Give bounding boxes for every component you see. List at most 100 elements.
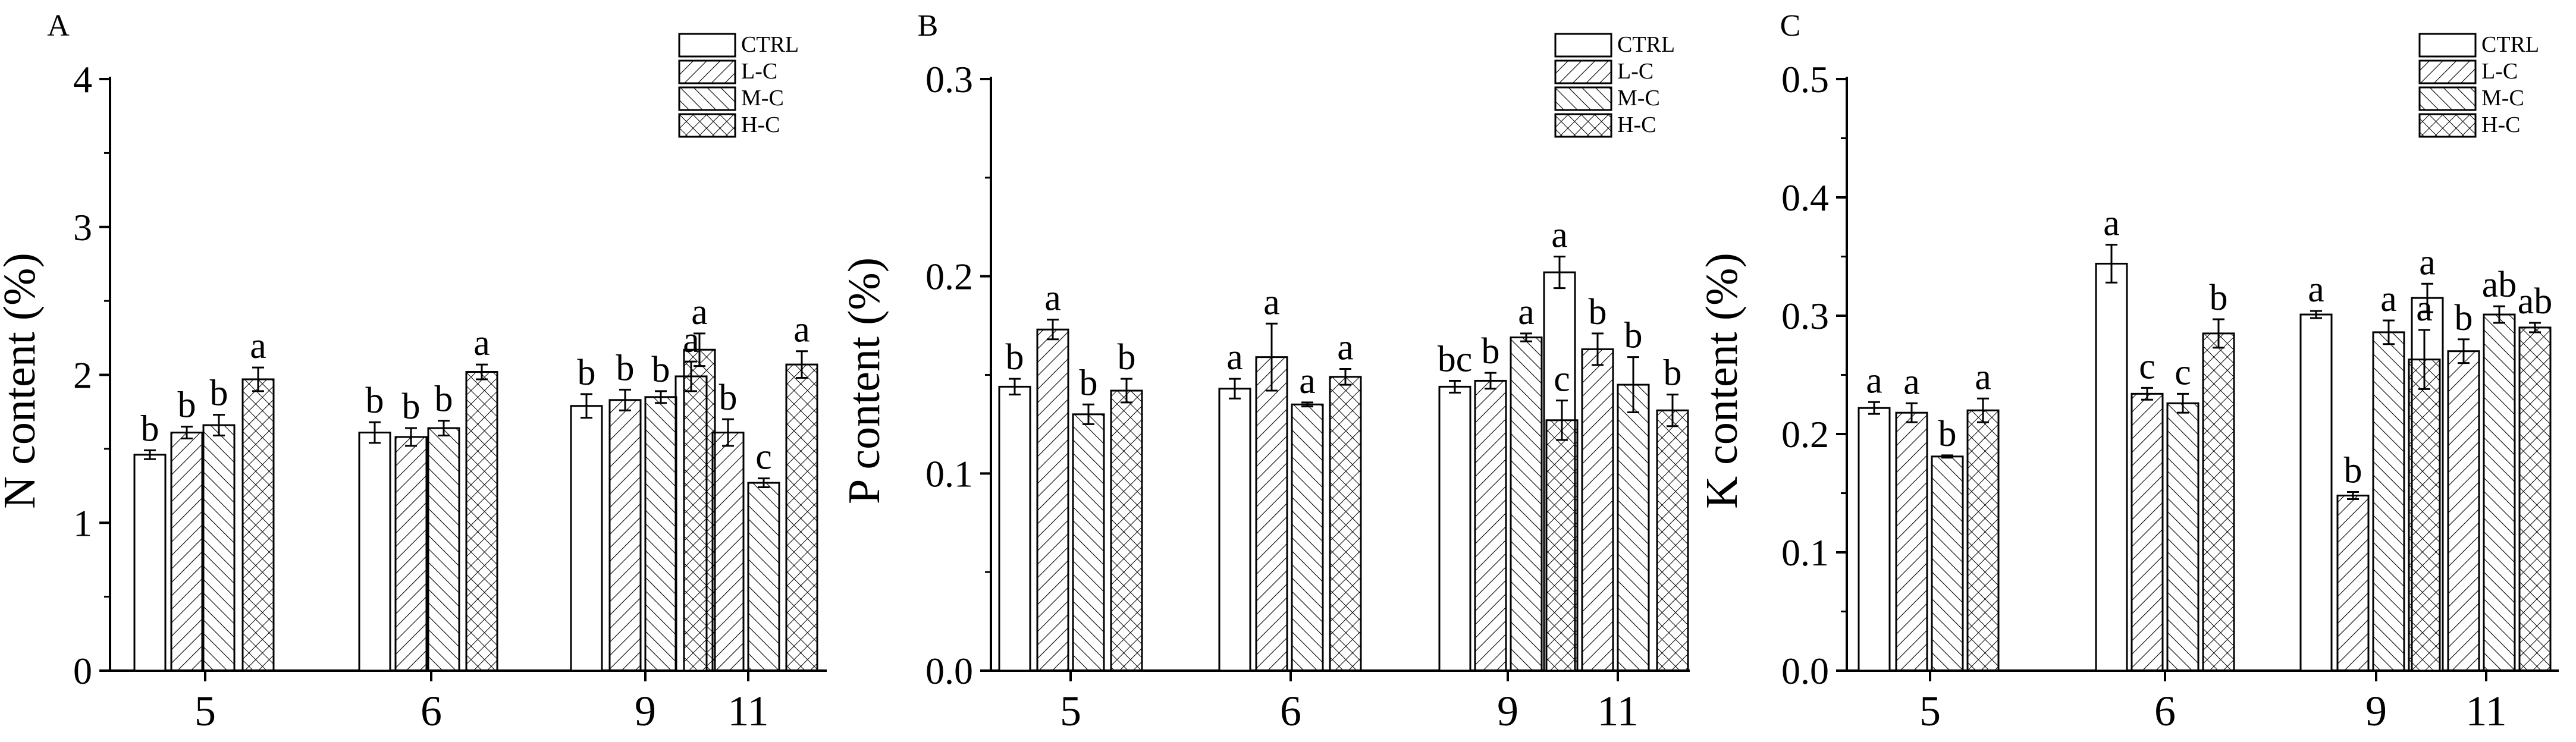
x-tick-label: 11 xyxy=(2465,687,2506,735)
bar-ctrl xyxy=(133,454,167,672)
x-tick-label: 9 xyxy=(2365,687,2387,735)
bar-h-c xyxy=(1329,376,1362,672)
significance-letter: b xyxy=(719,378,738,418)
significance-letter: b xyxy=(1118,337,1136,378)
panel-label: A xyxy=(47,9,70,43)
y-tick-label: 0.1 xyxy=(925,452,973,495)
significance-letter: b xyxy=(2210,278,2228,318)
significance-letter: b xyxy=(141,408,159,449)
significance-letter: a xyxy=(473,323,490,363)
bar-h-c xyxy=(465,371,498,672)
x-tick-label: 5 xyxy=(194,687,216,735)
significance-letter: b xyxy=(402,386,421,427)
legend-swatch-h-c xyxy=(678,113,736,138)
y-tick-label: 1 xyxy=(73,502,92,544)
bar-m-c xyxy=(1617,383,1650,672)
significance-letter: bc xyxy=(1438,339,1473,379)
legend-swatch-h-c xyxy=(1554,113,1612,138)
panel-label: B xyxy=(918,9,939,43)
bar-m-c xyxy=(1931,455,1964,672)
y-tick-label: 0.0 xyxy=(925,650,973,692)
legend-label: L-C xyxy=(741,59,777,84)
bar-m-c xyxy=(1510,336,1543,672)
bar-l-c xyxy=(2131,392,2164,672)
legend-label: L-C xyxy=(2481,59,2518,84)
y-tick-label: 0.2 xyxy=(1781,413,1829,455)
significance-letter: b xyxy=(652,350,670,390)
significance-letter: a xyxy=(250,326,266,366)
legend-swatch-ctrl xyxy=(678,33,736,58)
legend-label: H-C xyxy=(741,112,780,137)
bar-l-c xyxy=(2336,494,2370,672)
significance-letter: a xyxy=(1975,357,1991,397)
significance-letter: a xyxy=(1866,360,1882,401)
significance-letter: b xyxy=(1664,353,1682,394)
y-tick-label: 4 xyxy=(73,58,92,100)
bar-ctrl xyxy=(1438,385,1471,672)
significance-letter: a xyxy=(1551,215,1568,256)
significance-letter: b xyxy=(616,348,635,388)
bar-l-c xyxy=(1255,356,1288,672)
bar-l-c xyxy=(394,436,428,672)
legend-swatch-h-c xyxy=(2418,113,2477,138)
bar-m-c xyxy=(1072,413,1105,672)
significance-letter: a xyxy=(2416,288,2433,329)
significance-letter: a xyxy=(1044,278,1061,319)
significance-letter: b xyxy=(2344,451,2362,491)
bar-m-c xyxy=(202,424,236,672)
legend-label: CTRL xyxy=(2481,32,2539,57)
bar-h-c xyxy=(2202,332,2235,672)
significance-letter: ab xyxy=(2518,281,2553,322)
significance-letter: a xyxy=(1903,361,1920,402)
significance-letter: a xyxy=(1263,282,1280,322)
bar-l-c xyxy=(1895,411,1928,672)
legend-swatch-l-c xyxy=(1554,59,1612,84)
y-tick-label: 3 xyxy=(73,206,92,249)
significance-letter: a xyxy=(691,292,708,332)
x-tick-label: 6 xyxy=(2154,687,2176,735)
bar-ctrl xyxy=(2095,262,2128,672)
significance-letter: c xyxy=(755,437,772,477)
bar-l-c xyxy=(170,432,203,672)
bar-h-c xyxy=(241,378,275,672)
significance-letter: c xyxy=(2139,346,2155,386)
bar-l-c xyxy=(2447,350,2480,672)
chart-panel-C: 0.00.10.20.30.40.5K content (%)C5 6 9 11aaa… xyxy=(1697,9,2559,735)
significance-letter: b xyxy=(1006,337,1024,378)
significance-letter: a xyxy=(2380,279,2397,319)
x-tick-label: 11 xyxy=(1597,687,1638,735)
legend-swatch-m-c xyxy=(1554,86,1612,111)
y-tick-label: 0.2 xyxy=(925,256,973,298)
significance-letter: a xyxy=(2308,269,2324,310)
significance-letter: b xyxy=(366,381,384,421)
bar-m-c xyxy=(747,482,780,672)
x-tick-label: 9 xyxy=(1497,687,1518,735)
bar-m-c xyxy=(644,396,677,672)
x-tick-label: 6 xyxy=(1280,687,1301,735)
chart-panel-A: 01234N content (%)A56911bbbabbbbbbbcaaaa… xyxy=(0,9,827,735)
bar-h-c xyxy=(2408,359,2441,672)
significance-letter: ab xyxy=(2482,265,2517,305)
significance-letter: b xyxy=(1080,363,1098,403)
bar-h-c xyxy=(1656,409,1689,672)
x-tick-label: 6 xyxy=(421,687,442,735)
significance-letter: a xyxy=(1226,337,1243,378)
panel-label: C xyxy=(1780,9,1801,43)
legend-label: H-C xyxy=(1617,112,1656,137)
bar-m-c xyxy=(2372,331,2405,672)
legend-swatch-ctrl xyxy=(2418,33,2477,58)
y-tick-label: 0.1 xyxy=(1781,532,1829,574)
bar-m-c xyxy=(1291,403,1324,672)
y-axis-label: N content (%) xyxy=(0,253,45,509)
x-tick-label: 9 xyxy=(635,687,656,735)
legend-swatch-m-c xyxy=(2418,86,2477,111)
significance-letter: a xyxy=(1518,292,1535,332)
bar-ctrl xyxy=(570,405,603,672)
x-tick-label: 5 xyxy=(1060,687,1081,735)
x-tick-label: 11 xyxy=(727,687,768,735)
bar-ctrl xyxy=(1218,388,1251,672)
y-axis-label: K content (%) xyxy=(1697,253,1747,509)
legend-swatch-m-c xyxy=(678,86,736,111)
